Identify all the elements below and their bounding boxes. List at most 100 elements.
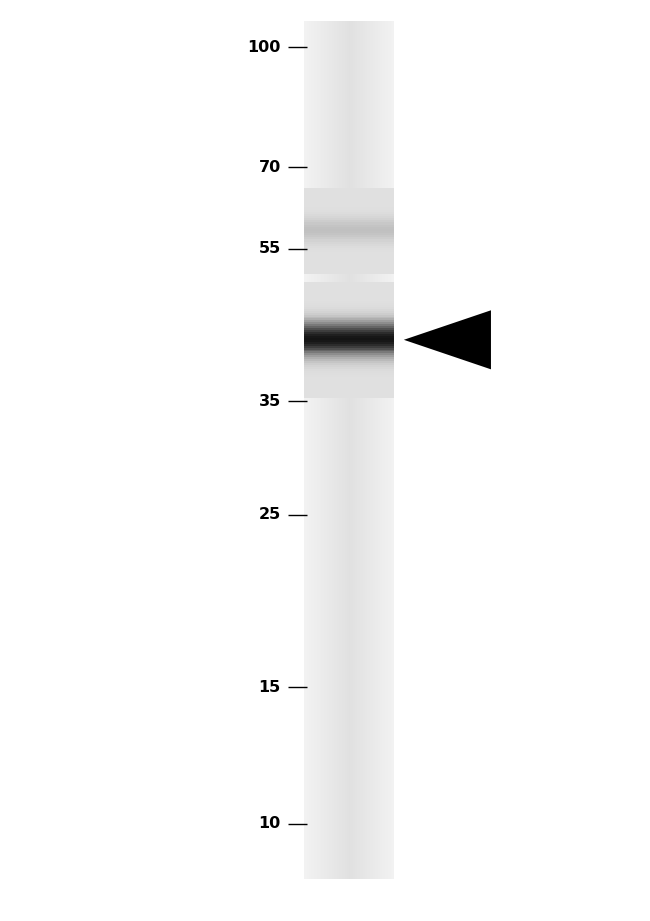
Bar [304, 392, 394, 394]
Bar [304, 363, 394, 365]
Bar [304, 248, 394, 251]
Bar [304, 334, 394, 336]
Bar [304, 330, 394, 332]
Bar [304, 297, 394, 299]
Bar [304, 391, 394, 392]
Bar [304, 257, 394, 259]
Bar [304, 263, 394, 265]
Bar [304, 387, 394, 389]
Bar [350, 21, 351, 879]
Bar [343, 21, 344, 879]
Bar [304, 228, 394, 231]
Bar [378, 21, 379, 879]
Bar [355, 21, 356, 879]
Bar [382, 21, 384, 879]
Bar [351, 21, 352, 879]
Bar [304, 326, 394, 328]
Bar [304, 305, 394, 307]
Bar [304, 379, 394, 380]
Bar [304, 269, 394, 272]
Bar [358, 21, 359, 879]
Bar [325, 21, 326, 879]
Bar [304, 222, 394, 225]
Bar [304, 252, 394, 254]
Bar [304, 194, 394, 197]
Bar [341, 21, 342, 879]
Bar [320, 21, 321, 879]
Bar [304, 218, 394, 220]
Bar [304, 220, 394, 222]
Bar [368, 21, 369, 879]
Bar [304, 205, 394, 207]
Bar [386, 21, 387, 879]
Bar [304, 225, 394, 227]
Bar [347, 21, 348, 879]
Bar [304, 332, 394, 334]
Bar [304, 324, 394, 326]
Bar [304, 289, 394, 291]
Bar [304, 394, 394, 396]
Bar [362, 21, 363, 879]
Bar [354, 21, 355, 879]
Bar [304, 251, 394, 252]
Bar [304, 267, 394, 269]
Bar [333, 21, 334, 879]
Bar [335, 21, 337, 879]
Bar [304, 349, 394, 352]
Bar [304, 344, 394, 345]
Bar [367, 21, 368, 879]
Bar [304, 380, 394, 382]
Bar [304, 384, 394, 387]
Text: 10: 10 [259, 816, 281, 832]
Bar [359, 21, 360, 879]
Bar [304, 352, 394, 354]
Bar [349, 21, 350, 879]
Bar [304, 192, 394, 194]
Bar [304, 357, 394, 359]
Bar [360, 21, 361, 879]
Bar [353, 21, 354, 879]
Bar [304, 396, 394, 398]
Bar [334, 21, 335, 879]
Bar [369, 21, 370, 879]
Bar [316, 21, 317, 879]
Bar [304, 246, 394, 248]
Bar [304, 373, 394, 375]
Bar [344, 21, 346, 879]
Bar [304, 238, 394, 239]
Bar [304, 299, 394, 301]
Bar [315, 21, 316, 879]
Bar [304, 322, 394, 324]
Bar [304, 377, 394, 379]
Bar [304, 293, 394, 295]
Bar [328, 21, 330, 879]
Bar [330, 21, 332, 879]
Bar [304, 328, 394, 330]
Bar [318, 21, 320, 879]
Bar [304, 241, 394, 244]
Bar [304, 231, 394, 233]
Bar [306, 21, 307, 879]
Bar [304, 338, 394, 340]
Bar [304, 212, 394, 214]
Bar [304, 303, 394, 305]
Bar [388, 21, 389, 879]
Bar [391, 21, 393, 879]
Bar [311, 21, 313, 879]
Bar [304, 244, 394, 246]
Bar [348, 21, 349, 879]
Bar [313, 21, 314, 879]
Bar [346, 21, 347, 879]
Bar [352, 21, 353, 879]
Bar [304, 371, 394, 373]
Bar [304, 315, 394, 317]
Bar [305, 21, 306, 879]
Bar [339, 21, 340, 879]
Bar [304, 199, 394, 201]
Bar [389, 21, 391, 879]
Text: 70: 70 [259, 160, 281, 175]
Bar [342, 21, 343, 879]
Bar [376, 21, 377, 879]
Bar [304, 295, 394, 297]
Bar [332, 21, 333, 879]
